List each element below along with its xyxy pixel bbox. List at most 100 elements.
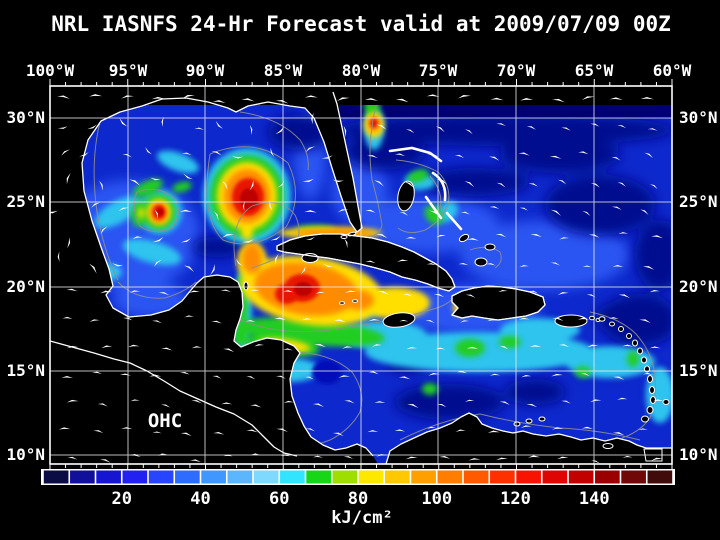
colorbar-segment (595, 470, 620, 484)
north-navy-band (335, 105, 672, 118)
contour-line (133, 188, 179, 232)
island (352, 299, 358, 303)
lon-label: 70°W (497, 61, 536, 80)
colorbar-tick-label: 20 (112, 489, 132, 509)
ohc-label: OHC (148, 410, 182, 432)
graticule (50, 86, 672, 464)
contour-line (93, 121, 119, 281)
contour-line (429, 175, 442, 211)
colorbar-segment (516, 470, 541, 484)
coastline-mainland (81, 91, 374, 457)
colorbar-tick-label: 120 (500, 489, 531, 509)
colorbar-segment (568, 470, 594, 484)
island-chain (431, 171, 447, 202)
islands (243, 180, 670, 449)
island (243, 281, 249, 291)
lat-label-left: 15°N (6, 361, 45, 380)
colorbar-tick-label: 100 (421, 489, 452, 509)
lat-label-right: 25°N (679, 192, 718, 211)
island (484, 243, 496, 251)
colorbar-segment (43, 470, 69, 484)
lat-label-left: 20°N (6, 277, 45, 296)
island-chain (388, 146, 443, 163)
island (513, 421, 521, 427)
coastlines (50, 91, 672, 464)
colorbar-segment (358, 470, 384, 484)
contour-line (589, 311, 656, 439)
island (602, 443, 614, 449)
contour-line (206, 146, 297, 245)
ohc-field-layer (312, 360, 342, 384)
lon-label: 90°W (186, 61, 225, 80)
lon-label: 85°W (264, 61, 303, 80)
contour-line (469, 246, 502, 269)
lon-label: 80°W (342, 61, 381, 80)
island (609, 321, 615, 327)
island (649, 386, 655, 394)
axis-labels: 100°W 95°W 90°W 85°W 80°W 75°W 70°W 65°W 60°W 30°… (6, 61, 717, 464)
lat-label-right: 10°N (679, 445, 718, 464)
island (598, 316, 606, 322)
lat-label-right: 20°N (679, 277, 718, 296)
island (339, 301, 345, 305)
contour-line (233, 202, 300, 269)
ohc-field-layer (156, 188, 312, 296)
island (382, 312, 416, 328)
colorbar-tick-label: 40 (190, 489, 210, 509)
island-chain (445, 211, 463, 231)
island (554, 314, 588, 328)
colorbar-segment (621, 470, 646, 484)
lat-label-right: 30°N (679, 108, 718, 127)
colorbar-segment (463, 470, 489, 484)
island (632, 339, 638, 347)
colorbar: 20 40 60 80 100 120 140 kJ/cm² (41, 469, 675, 528)
land-south-america (386, 413, 672, 464)
colorbar-segment (385, 470, 410, 484)
island (626, 333, 632, 339)
colorbar-segment (647, 470, 673, 484)
lat-label-left: 25°N (6, 192, 45, 211)
island (647, 375, 653, 383)
colorbar-unit-label: kJ/cm² (331, 508, 392, 528)
island (662, 399, 670, 405)
plot-title: NRL IASNFS 24-Hr Forecast valid at 2009/… (51, 12, 671, 36)
island (637, 347, 643, 355)
colorbar-segment (437, 470, 463, 484)
island (538, 416, 546, 422)
contour-line (239, 294, 456, 333)
island (650, 396, 656, 404)
island (397, 180, 415, 212)
island (458, 233, 470, 243)
colorbar-segment (201, 470, 226, 484)
island (474, 257, 488, 267)
colorbar-segment (490, 470, 515, 484)
coastline-south-america (385, 412, 672, 464)
coastline-pacific (50, 340, 298, 457)
lon-label: 75°W (419, 61, 458, 80)
lon-label: 65°W (575, 61, 614, 80)
island (641, 356, 647, 364)
contour-line (395, 159, 450, 234)
colorbar-segment (227, 470, 253, 484)
island (641, 415, 649, 423)
lon-label: 95°W (109, 61, 148, 80)
lat-label-left: 10°N (6, 445, 45, 464)
contour-line (239, 111, 309, 171)
map-area (50, 86, 672, 464)
lon-label: 60°W (653, 61, 692, 80)
colorbar-tick-label: 60 (269, 489, 289, 509)
island (525, 418, 533, 424)
colorbar-segment (96, 470, 121, 484)
island (618, 326, 624, 332)
colorbar-segment (148, 470, 174, 484)
axis-ticks (49, 79, 673, 471)
colorbar-segment (332, 470, 358, 484)
colorbar-segment (175, 470, 200, 484)
lat-label-right: 15°N (679, 361, 718, 380)
colorbar-segment (122, 470, 148, 484)
ohc-field-layer (192, 114, 672, 420)
colorbar-segment (253, 470, 279, 484)
coastline-cuba (276, 233, 456, 292)
